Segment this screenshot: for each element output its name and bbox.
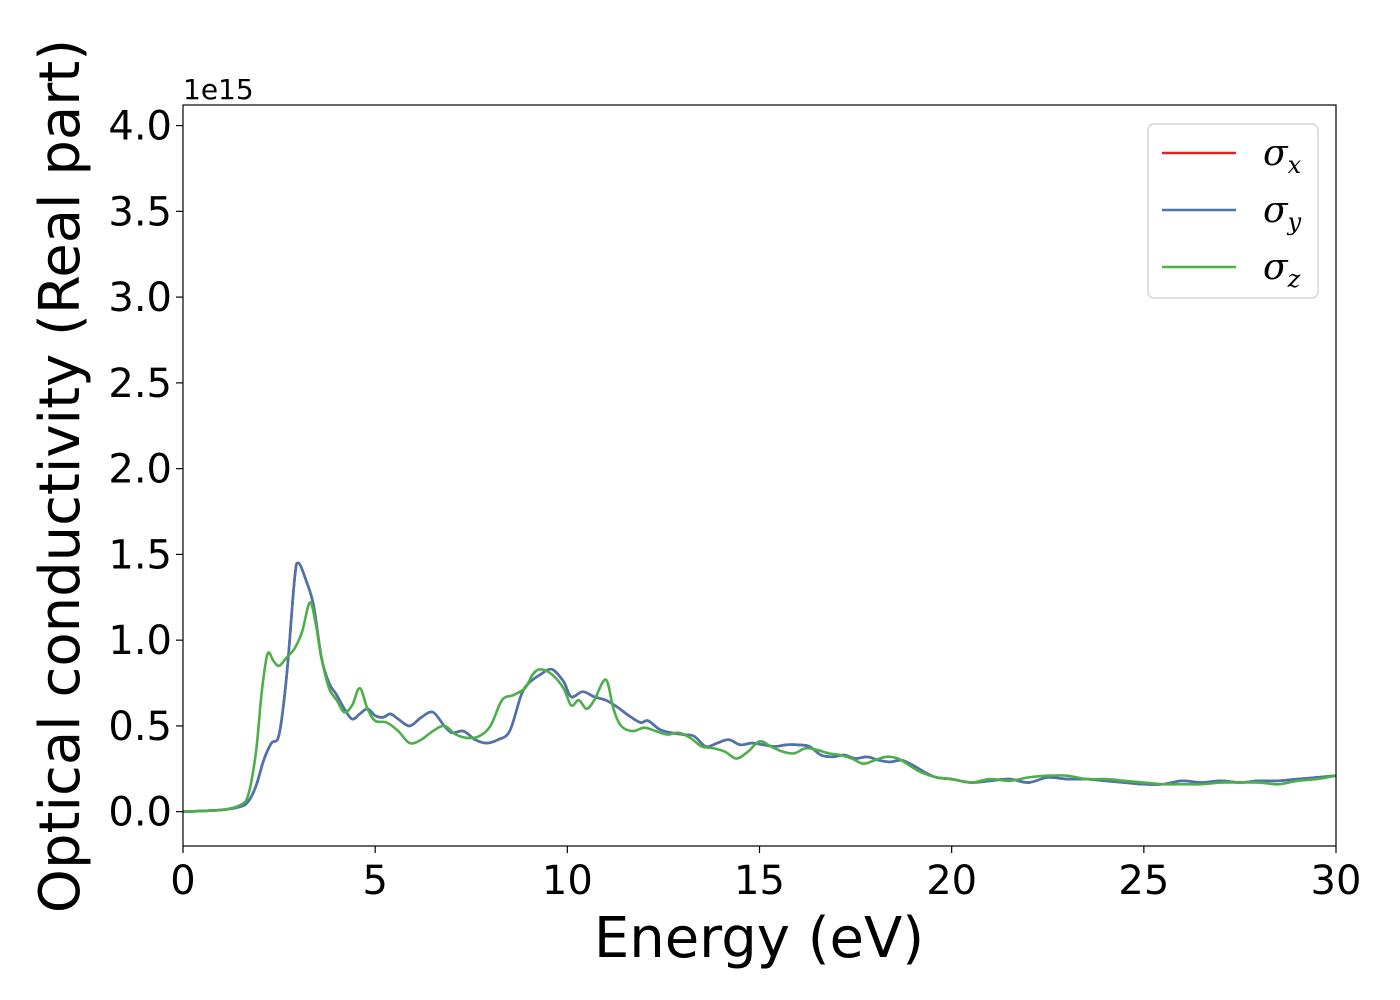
y-axis-offset-label: 1e15 <box>183 73 254 106</box>
legend-label-sigma-x: σx <box>1263 133 1302 179</box>
y-tick-label: 2.5 <box>108 361 172 407</box>
x-tick-label: 25 <box>1118 858 1169 904</box>
y-tick-label: 2.0 <box>108 447 172 493</box>
series-layer <box>183 561 1336 813</box>
series-line-sigma-y <box>183 561 1336 813</box>
y-axis-label: Optical conductivity (Real part) <box>28 39 93 913</box>
y-axis-ticks: 0.0 0.5 1.0 1.5 2.0 2.5 3.0 3.5 4.0 <box>108 104 183 836</box>
x-axis-label: Energy (eV) <box>594 906 924 971</box>
legend-label-sigma-y: σy <box>1263 190 1302 236</box>
x-axis-ticks: 0 5 10 15 20 25 30 <box>170 846 1361 904</box>
y-tick-label: 0.0 <box>108 790 172 836</box>
series-line-sigma-z <box>183 601 1336 813</box>
y-tick-label: 3.5 <box>108 189 172 235</box>
x-tick-label: 15 <box>734 858 785 904</box>
legend-label-sigma-z: σz <box>1263 247 1301 293</box>
legend: σx σy σz <box>1147 123 1319 299</box>
y-tick-label: 1.5 <box>108 532 172 578</box>
x-tick-label: 30 <box>1311 858 1362 904</box>
x-tick-label: 5 <box>362 858 387 904</box>
x-tick-label: 0 <box>170 858 195 904</box>
x-tick-label: 10 <box>542 858 593 904</box>
plot-area <box>183 105 1336 846</box>
x-tick-label: 20 <box>926 858 977 904</box>
y-tick-label: 1.0 <box>108 618 172 664</box>
y-tick-label: 4.0 <box>108 104 172 150</box>
y-tick-label: 3.0 <box>108 275 172 321</box>
y-tick-label: 0.5 <box>108 704 172 750</box>
